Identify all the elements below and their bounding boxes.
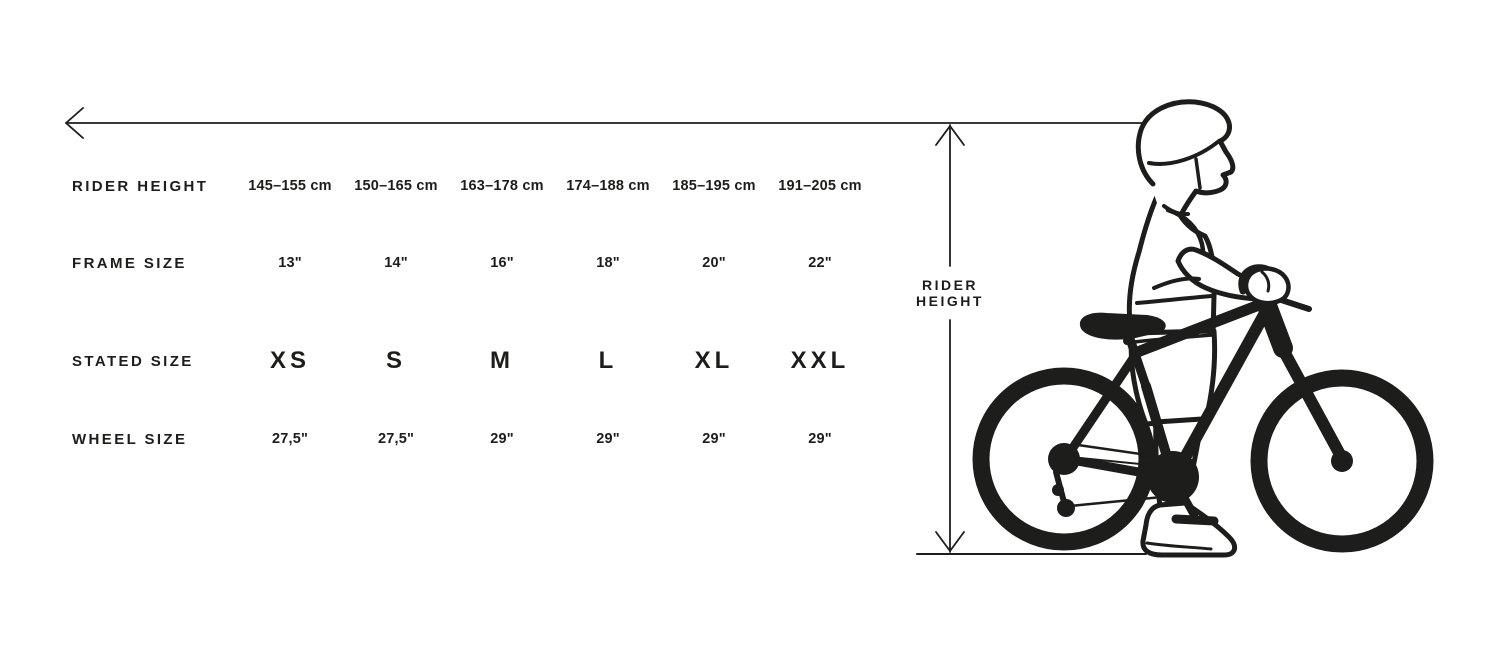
front-wheel bbox=[1250, 369, 1434, 553]
row-label-frame-size: FRAME SIZE bbox=[72, 254, 187, 272]
left-arrowhead-icon bbox=[65, 107, 84, 139]
rider-height-value: 163–178 cm bbox=[460, 178, 544, 194]
row-label-wheel-size: WHEEL SIZE bbox=[72, 430, 188, 448]
stated-size-value: M bbox=[490, 347, 514, 374]
rider-hand bbox=[1243, 266, 1291, 306]
derailleur-pulley-top bbox=[1052, 484, 1064, 496]
frame-size-value: 20" bbox=[702, 255, 726, 271]
frame-size-value: 22" bbox=[808, 255, 832, 271]
rider-height-value: 174–188 cm bbox=[566, 178, 650, 194]
pedal bbox=[1171, 514, 1219, 526]
stated-size-value: L bbox=[598, 347, 618, 374]
frame-size-value: 13" bbox=[278, 255, 302, 271]
measure-label-line2: HEIGHT bbox=[916, 293, 984, 309]
shirt-hem-line bbox=[1135, 294, 1214, 305]
knuckle-line bbox=[1260, 270, 1271, 293]
wheel-size-value: 27,5" bbox=[271, 431, 309, 447]
rider-height-value: 191–205 cm bbox=[778, 178, 862, 194]
wheel-size-value: 29" bbox=[490, 431, 514, 447]
row-rider-height: RIDER HEIGHT 145–155 cm 150–165 cm 163–1… bbox=[72, 175, 873, 197]
row-frame-size: FRAME SIZE 13" 14" 16" 18" 20" 22" bbox=[72, 252, 873, 274]
wheel-size-value: 27,5" bbox=[377, 431, 415, 447]
stated-size-value: XXL bbox=[790, 347, 850, 374]
rider-height-value: 150–165 cm bbox=[354, 178, 438, 194]
bike-rear-layer bbox=[972, 367, 1434, 553]
row-wheel-size: WHEEL SIZE 27,5" 27,5" 29" 29" 29" 29" bbox=[72, 428, 873, 450]
measure-label-line1: RIDER bbox=[921, 277, 979, 293]
helmet-strap bbox=[1194, 157, 1202, 190]
fork bbox=[1274, 338, 1349, 466]
seat-stay bbox=[1061, 349, 1141, 463]
crank-arm bbox=[1169, 473, 1198, 519]
row-label-rider-height: RIDER HEIGHT bbox=[72, 177, 209, 195]
up-arrowhead-icon bbox=[935, 125, 965, 146]
frame-size-value: 18" bbox=[596, 255, 620, 271]
rider-height-value: 185–195 cm bbox=[672, 178, 756, 194]
top-tube bbox=[1129, 299, 1265, 359]
rider-head-outline bbox=[1135, 99, 1236, 216]
stated-size-value: XL bbox=[694, 347, 734, 374]
frame-size-value: 16" bbox=[490, 255, 514, 271]
wheel-size-value: 29" bbox=[596, 431, 620, 447]
derailleur-pulley-bottom bbox=[1057, 499, 1075, 517]
hand-blob bbox=[1243, 266, 1291, 306]
saddle bbox=[1079, 312, 1166, 340]
sleeve-hem bbox=[1152, 276, 1201, 290]
wheel-size-value: 29" bbox=[808, 431, 832, 447]
measurement-lines bbox=[65, 107, 1147, 555]
wheel-size-value: 29" bbox=[702, 431, 726, 447]
stated-size-value: XS bbox=[269, 347, 310, 374]
frame-size-value: 14" bbox=[384, 255, 408, 271]
helmet-brim-line bbox=[1147, 139, 1221, 166]
row-stated-size: STATED SIZE XS S M L XL XXL bbox=[72, 344, 873, 378]
row-label-stated-size: STATED SIZE bbox=[72, 352, 194, 370]
rider-height-value: 145–155 cm bbox=[248, 178, 332, 194]
rider-height-measure-label: RIDER HEIGHT bbox=[880, 277, 1020, 309]
down-arrowhead-icon bbox=[935, 531, 965, 552]
rear-wheel bbox=[972, 367, 1156, 551]
shoe-sole-line bbox=[1145, 541, 1213, 551]
stated-size-value: S bbox=[385, 347, 406, 374]
saddle-clamp bbox=[1123, 337, 1131, 345]
down-tube bbox=[1171, 307, 1271, 478]
seat-post bbox=[1123, 328, 1153, 397]
